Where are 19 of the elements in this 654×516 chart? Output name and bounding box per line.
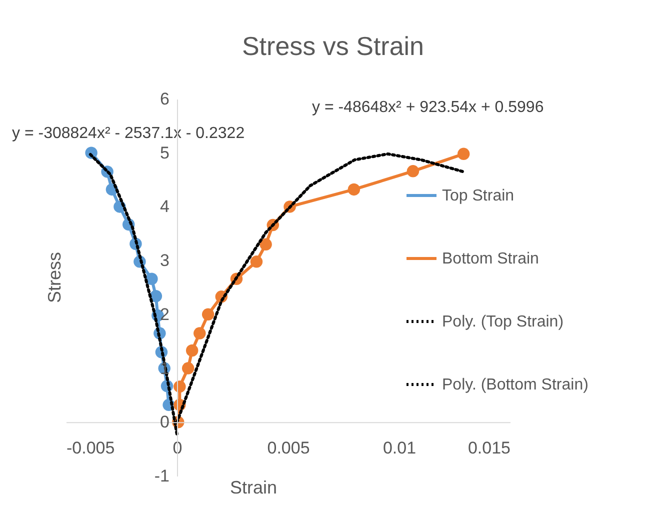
x-tick-label: 0.005	[267, 438, 310, 458]
y-tick-label: 6	[160, 90, 170, 108]
x-tick-label: 0.01	[382, 438, 416, 458]
annotation: y = -48648x² + 923.54x + 0.5996	[312, 99, 544, 116]
y-tick-label: 0	[160, 412, 170, 432]
y-tick-label: -1	[154, 466, 170, 486]
legend-label: Poly. (Bottom Strain)	[442, 376, 588, 394]
x-tick-label: -0.005	[66, 438, 115, 458]
x-tick-label: 0.015	[468, 438, 510, 458]
legend-label: Bottom Strain	[442, 250, 539, 268]
y-axis-title: Stress	[44, 252, 64, 304]
y-tick-label: 4	[160, 197, 170, 216]
annotation: y = -308824x² - 2537.1x - 0.2322	[12, 125, 245, 142]
y-tick-label: 5	[160, 143, 170, 162]
chart-title: Stress vs Strain	[242, 31, 424, 61]
legend-label: Top Strain	[442, 188, 514, 204]
y-tick-label: 3	[160, 251, 170, 270]
x-axis-title: Strain	[230, 478, 278, 498]
legend-label: Poly. (Top Strain)	[442, 314, 564, 330]
